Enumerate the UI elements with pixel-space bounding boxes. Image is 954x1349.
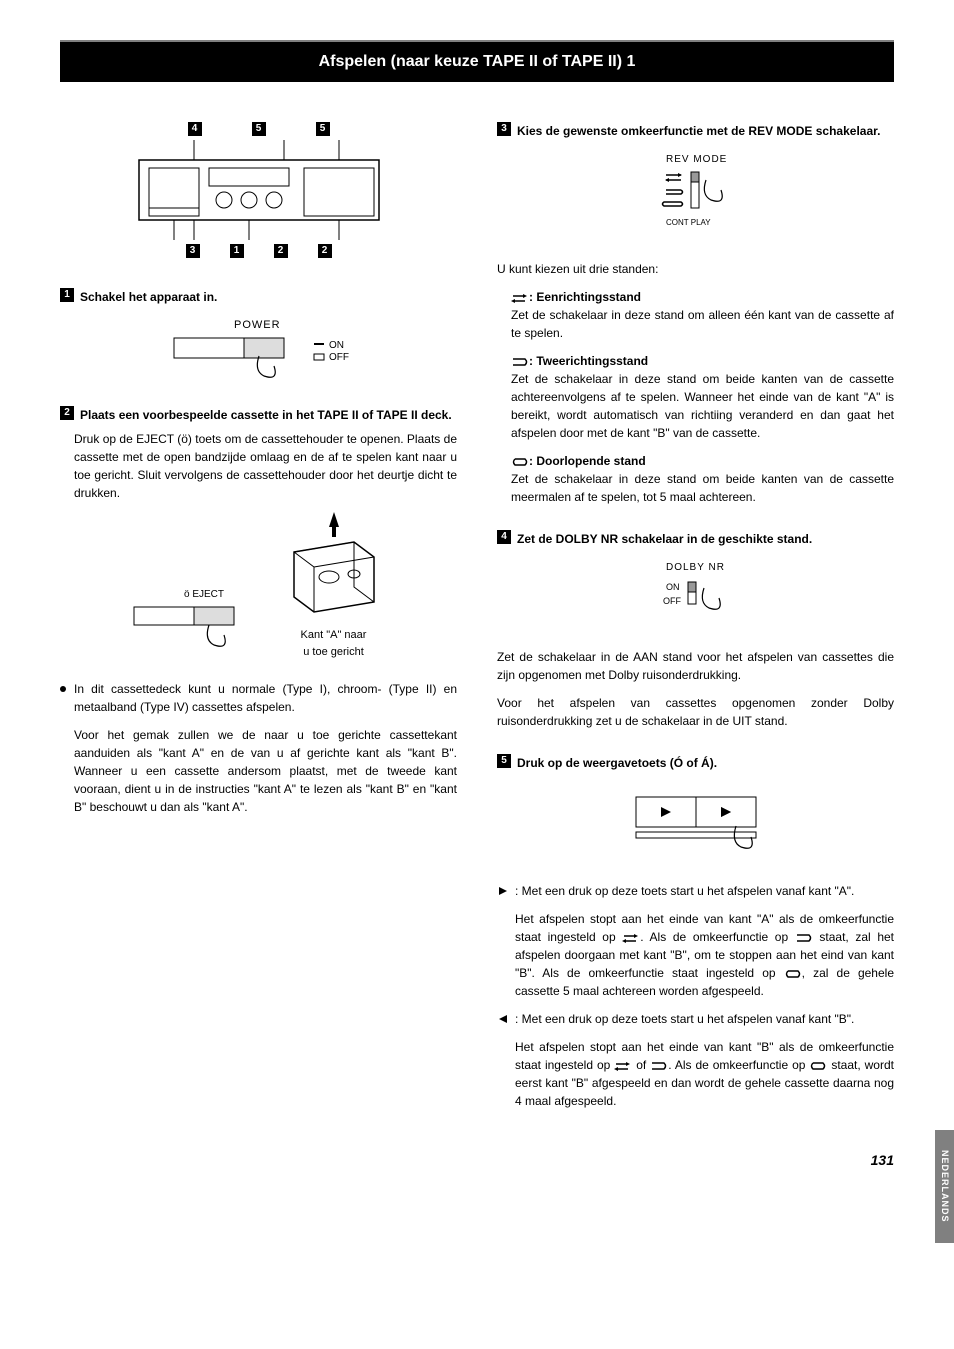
- step4-p1: Zet de schakelaar in de AAN stand voor h…: [497, 648, 894, 684]
- two-dir-icon: [795, 933, 813, 943]
- content-columns: 4 5 5 3 1 2 2 1: [60, 122, 894, 1120]
- device-outline-svg: [134, 140, 384, 240]
- step2-p2: Voor het gemak zullen we de naar u toe g…: [60, 726, 457, 816]
- right-column: 3 Kies de gewenste omkeerfunctie met de …: [497, 122, 894, 1120]
- step4-p2: Voor het afspelen van cassettes opgenome…: [497, 694, 894, 730]
- step4-heading: 4 Zet de DOLBY NR schakelaar in de gesch…: [497, 530, 894, 548]
- mode3-head: : Doorlopende stand: [529, 454, 646, 468]
- diagram-num: 2: [318, 244, 332, 258]
- step5-fwd: : Met een druk op deze toets start u het…: [497, 882, 894, 1010]
- mode3: : Doorlopende stand Zet de schakelaar in…: [497, 452, 894, 506]
- cassette-caption-2: u toe gericht: [274, 644, 394, 661]
- step5-rev: : Met een druk op deze toets start u het…: [497, 1010, 894, 1120]
- mode2: : Tweerichtingsstand Zet de schakelaar i…: [497, 352, 894, 442]
- single-dir-icon: [622, 933, 640, 943]
- two-dir-icon: [511, 357, 529, 367]
- mode2-body: Zet de schakelaar in deze stand om beide…: [511, 370, 894, 442]
- page-title: Afspelen (naar keuze TAPE II of TAPE II)…: [319, 53, 636, 70]
- off-label: OFF: [329, 352, 349, 363]
- dolby-on: ON: [666, 582, 680, 592]
- fwd-p2: Het afspelen stopt aan het einde van kan…: [515, 910, 894, 1000]
- diagram-num: 5: [252, 122, 266, 136]
- step-number: 4: [497, 530, 511, 544]
- play-fwd-icon: [497, 885, 509, 897]
- mode2-head: : Tweerichtingsstand: [529, 354, 648, 368]
- bullet-icon: [60, 686, 66, 692]
- cassette-caption-1: Kant "A" naar: [274, 627, 394, 644]
- diagram-num: 4: [188, 122, 202, 136]
- page-title-bar: Afspelen (naar keuze TAPE II of TAPE II)…: [60, 40, 894, 82]
- power-label: POWER: [234, 319, 281, 331]
- step5-title: Druk op de weergavetoets (Ó of Á).: [517, 754, 894, 772]
- eject-cassette-diagram: ö EJECT Kant "A" naar u toe gericht: [60, 512, 457, 660]
- on-label: ON: [329, 340, 344, 351]
- rev-p2-c: . Als de omkeerfunctie op: [668, 1058, 809, 1072]
- mode3-body: Zet de schakelaar in deze stand om beide…: [511, 470, 894, 506]
- play-rev-icon: [497, 1013, 509, 1025]
- step2-heading: 2 Plaats een voorbespeelde cassette in h…: [60, 406, 457, 424]
- language-tab: NEDERLANDS: [935, 1130, 954, 1243]
- single-dir-icon: [614, 1061, 632, 1071]
- mode1-body: Zet de schakelaar in deze stand om allee…: [511, 306, 894, 342]
- single-dir-icon: [511, 293, 529, 303]
- step-number: 2: [60, 406, 74, 420]
- step1-title: Schakel het apparaat in.: [80, 288, 457, 306]
- diagram-top-numbers: 4 5 5: [60, 122, 457, 136]
- two-dir-icon: [650, 1061, 668, 1071]
- step3-heading: 3 Kies de gewenste omkeerfunctie met de …: [497, 122, 894, 140]
- loop-icon: [809, 1061, 827, 1071]
- cont-play-label: CONT PLAY: [666, 218, 711, 227]
- step2-p1: Druk op de EJECT (ö) toets om de cassett…: [60, 430, 457, 502]
- rev-mode-diagram: REV MODE CONT PLAY: [497, 150, 894, 240]
- fwd-p1: : Met een druk op deze toets start u het…: [515, 882, 894, 900]
- step2-bullet-text: In dit cassettedeck kunt u normale (Type…: [74, 680, 457, 716]
- step3-title: Kies de gewenste omkeerfunctie met de RE…: [517, 122, 894, 140]
- mode1: : Eenrichtingsstand Zet de schakelaar in…: [497, 288, 894, 342]
- step4-title: Zet de DOLBY NR schakelaar in de geschik…: [517, 530, 894, 548]
- step2-title: Plaats een voorbespeelde cassette in het…: [80, 406, 457, 424]
- loop-icon: [784, 969, 802, 979]
- dolby-off: OFF: [663, 596, 681, 606]
- step-number: 3: [497, 122, 511, 136]
- left-column: 4 5 5 3 1 2 2 1: [60, 122, 457, 1120]
- diagram-num: 5: [316, 122, 330, 136]
- play-buttons-diagram: [497, 782, 894, 862]
- diagram-bottom-numbers: 3 1 2 2: [60, 244, 457, 258]
- step-number: 5: [497, 754, 511, 768]
- dolby-label: DOLBY NR: [666, 562, 725, 573]
- fwd-p2-b: . Als de omkeerfunctie op: [640, 930, 795, 944]
- rev-mode-label: REV MODE: [666, 154, 727, 165]
- loop-icon: [511, 457, 529, 467]
- mode1-head: : Eenrichtingsstand: [529, 290, 641, 304]
- rev-p1: : Met een druk op deze toets start u het…: [515, 1010, 894, 1028]
- step2-bullet: In dit cassettedeck kunt u normale (Type…: [60, 680, 457, 716]
- diagram-num: 3: [186, 244, 200, 258]
- rev-p2-b: of: [632, 1058, 650, 1072]
- step5-heading: 5 Druk op de weergavetoets (Ó of Á).: [497, 754, 894, 772]
- power-diagram: POWER ON OFF: [60, 316, 457, 386]
- step-number: 1: [60, 288, 74, 302]
- dolby-diagram: DOLBY NR ON OFF: [497, 558, 894, 628]
- step1-heading: 1 Schakel het apparaat in.: [60, 288, 457, 306]
- diagram-num: 2: [274, 244, 288, 258]
- diagram-num: 1: [230, 244, 244, 258]
- device-diagram: 4 5 5 3 1 2 2: [60, 122, 457, 258]
- step3-intro: U kunt kiezen uit drie standen:: [497, 260, 894, 278]
- page-number: 131: [60, 1150, 894, 1171]
- rev-p2: Het afspelen stopt aan het einde van kan…: [515, 1038, 894, 1110]
- eject-label: ö EJECT: [184, 589, 224, 600]
